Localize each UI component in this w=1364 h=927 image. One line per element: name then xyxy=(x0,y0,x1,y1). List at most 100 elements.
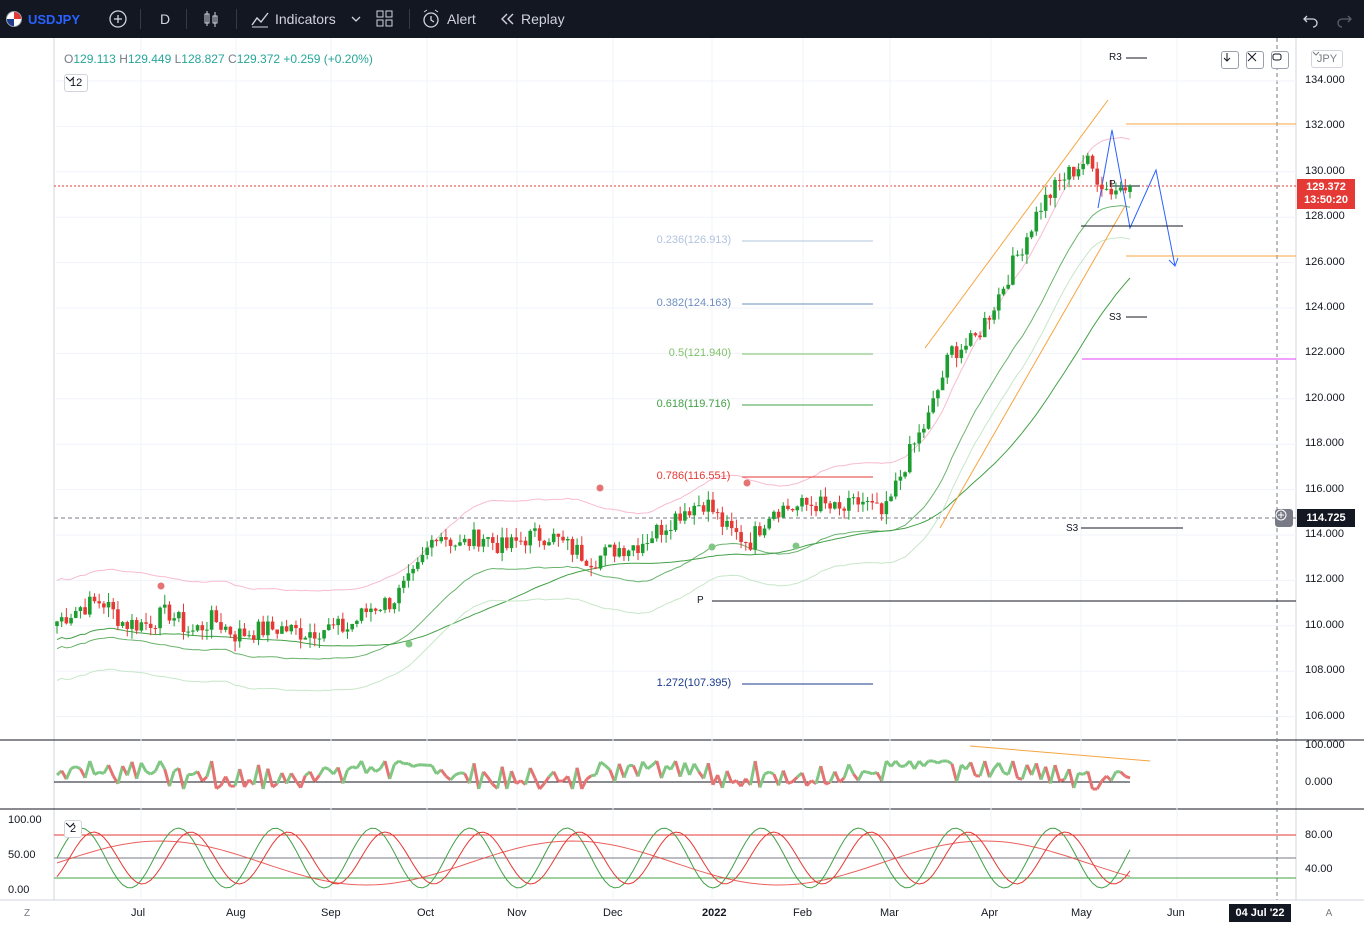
pivot-marker xyxy=(596,484,604,492)
candle-body xyxy=(200,625,205,631)
compare-symbol-button[interactable] xyxy=(107,0,129,38)
grid-layout-icon xyxy=(376,10,393,27)
candle-body xyxy=(364,608,369,613)
candle-body xyxy=(233,634,237,642)
candle-body xyxy=(69,617,73,624)
candle-body xyxy=(1123,187,1128,191)
price-tick-label: 126.000 xyxy=(1305,255,1345,268)
osc-indicator-list-toggle[interactable]: 2 xyxy=(64,820,83,838)
chevron-down-icon xyxy=(351,16,361,22)
candle-body xyxy=(837,502,842,509)
rsi-segment xyxy=(528,767,537,779)
candle-body xyxy=(1039,210,1043,212)
candle-body xyxy=(772,511,776,519)
candle-body xyxy=(1090,155,1095,169)
candle-body xyxy=(987,317,992,320)
layouts-button[interactable] xyxy=(374,0,396,38)
rewind-icon xyxy=(501,13,514,25)
interval-button[interactable]: D xyxy=(160,0,170,38)
candle-body xyxy=(1081,163,1085,170)
pivot-marker xyxy=(792,542,800,550)
symbol-search-button[interactable]: USDJPY xyxy=(6,0,80,38)
add-alert-plus-button[interactable] xyxy=(1275,509,1293,527)
rsi-segment xyxy=(768,770,775,776)
chart-area[interactable]: O129.113 H129.449 L128.827 C129.372 +0.2… xyxy=(0,38,1364,927)
toolbar-divider xyxy=(140,9,141,29)
candle-body xyxy=(505,537,509,549)
candle-body xyxy=(870,500,875,503)
time-tick-label: Sep xyxy=(321,907,341,919)
rsi-segment xyxy=(271,782,279,789)
indicator-list-toggle[interactable]: 12 xyxy=(64,74,89,92)
rsi-segment xyxy=(83,760,92,779)
rsi-segment xyxy=(374,767,382,773)
candle-body xyxy=(664,530,668,535)
candle-body xyxy=(444,537,448,540)
fib-level-label: 0.236(126.913) xyxy=(656,234,732,246)
candle-body xyxy=(551,533,556,543)
candle-body xyxy=(247,635,251,637)
chevron-down-icon xyxy=(1312,51,1320,56)
undo-button[interactable] xyxy=(1301,0,1319,38)
candle-body xyxy=(78,607,83,612)
projection-path xyxy=(1097,129,1176,267)
candle-body xyxy=(55,621,59,626)
candle-body xyxy=(922,428,926,433)
rsi-segment xyxy=(585,774,593,781)
candle-body xyxy=(753,526,757,550)
candle-body xyxy=(650,538,654,544)
interval-label: D xyxy=(160,11,171,27)
high-key: H xyxy=(119,52,128,66)
timezone-toggle[interactable]: Z xyxy=(18,904,36,922)
candle-body xyxy=(228,626,233,635)
last-price-value: 129.372 xyxy=(1306,181,1346,193)
rsi-segment xyxy=(590,773,597,778)
price-tick-label: 130.000 xyxy=(1305,164,1345,177)
candle-body xyxy=(687,511,692,516)
indicators-dropdown-button[interactable] xyxy=(349,0,363,38)
candle-body xyxy=(139,622,144,631)
candle-body xyxy=(162,604,167,608)
top-toolbar: USDJPY D Indicators Alert Replay xyxy=(0,0,1364,38)
reset-pane-button[interactable] xyxy=(1271,51,1289,69)
candle-body xyxy=(608,544,612,548)
candle-body xyxy=(626,550,631,557)
candle-body xyxy=(645,543,650,545)
rsi-segment xyxy=(1078,771,1084,776)
open-key: O xyxy=(64,52,74,66)
candle-body xyxy=(579,544,584,561)
chart-canvas[interactable] xyxy=(0,38,1364,927)
rsi-segment xyxy=(158,760,167,771)
alert-button[interactable]: Alert xyxy=(420,0,476,38)
currency-selector[interactable]: JPY xyxy=(1311,50,1343,68)
indicator-bands xyxy=(56,136,1131,692)
indicators-button[interactable]: Indicators xyxy=(249,0,336,38)
candle-body xyxy=(622,548,626,557)
candle-body xyxy=(486,537,490,539)
replay-button[interactable]: Replay xyxy=(498,0,565,38)
candle-body xyxy=(195,625,200,631)
price-tick-label: 118.000 xyxy=(1305,437,1344,450)
maximize-pane-button[interactable] xyxy=(1246,51,1264,69)
candle-body xyxy=(467,538,472,547)
candle-body xyxy=(917,432,921,444)
candle-body xyxy=(861,501,865,505)
chart-type-button[interactable] xyxy=(200,0,222,38)
price-tick-label: 132.000 xyxy=(1305,119,1345,132)
move-pane-down-button[interactable] xyxy=(1221,51,1239,69)
candle-body xyxy=(266,621,270,636)
candle-body xyxy=(336,618,340,626)
rsi-segment xyxy=(1109,771,1118,782)
rsi-segment xyxy=(93,770,100,776)
candle-body xyxy=(500,537,504,553)
rsi-segment xyxy=(459,771,465,775)
price-tick-label: 108.000 xyxy=(1305,664,1345,677)
auto-scale-toggle[interactable]: A xyxy=(1320,904,1338,922)
pivot-p-upper-label: P xyxy=(1109,179,1116,190)
fib-level-label: 0.5(121.940) xyxy=(668,347,732,359)
candle-body xyxy=(73,611,78,618)
time-tick-label: May xyxy=(1071,907,1092,919)
change-value: +0.259 (+0.20%) xyxy=(283,52,373,66)
redo-button[interactable] xyxy=(1336,0,1354,38)
rsi-segment xyxy=(871,771,878,776)
